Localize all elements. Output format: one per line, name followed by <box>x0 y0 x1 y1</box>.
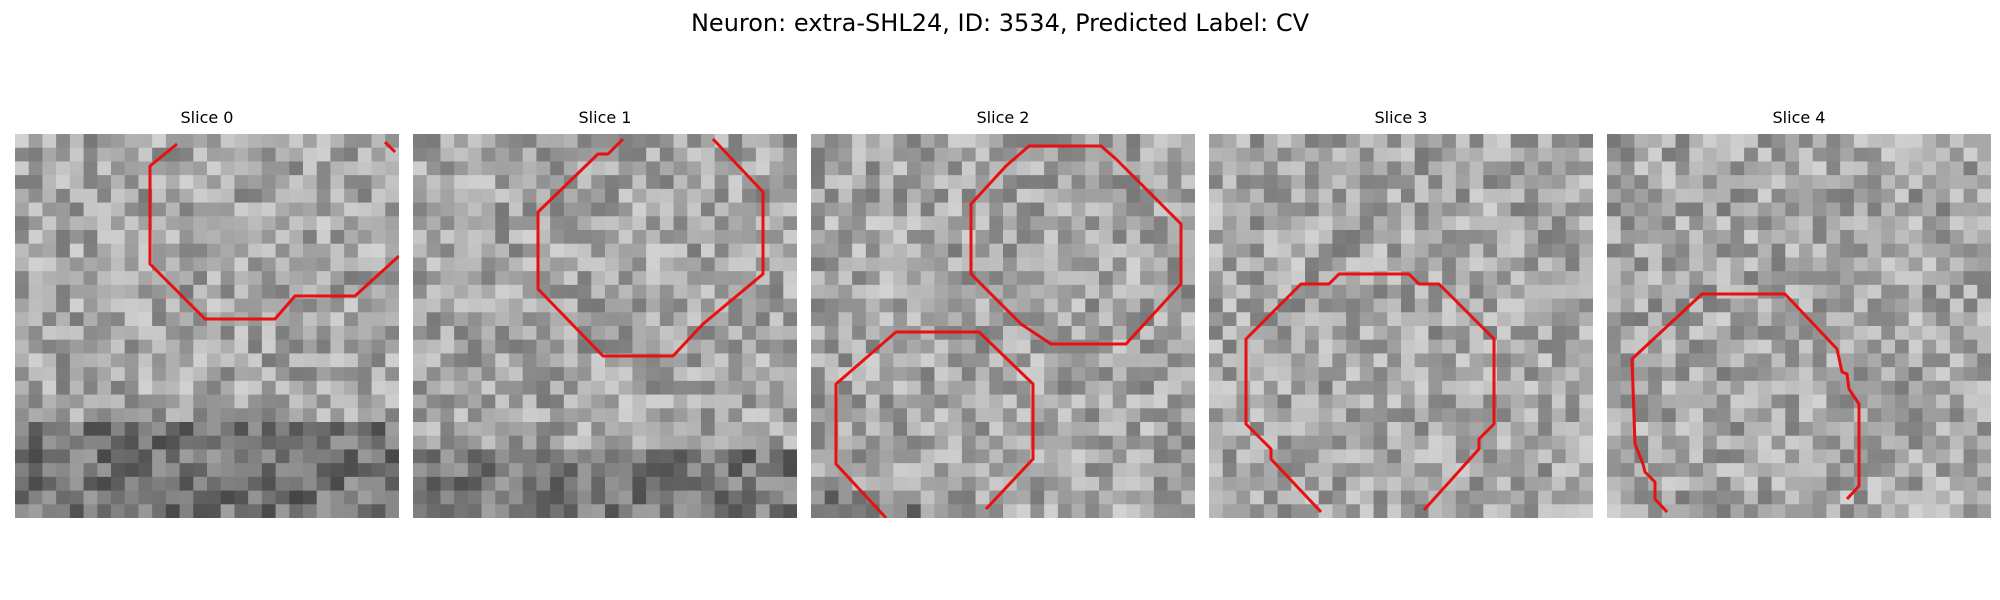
slice-image <box>15 134 399 518</box>
contour-outline <box>834 330 1035 518</box>
grayscale-pixel-grid <box>811 134 1195 518</box>
slice-title: Slice 4 <box>1772 108 1826 127</box>
slice-image <box>1209 134 1593 518</box>
slice-panel-1: Slice 1 <box>413 108 797 518</box>
contour-outline <box>1630 292 1861 514</box>
contour-outline <box>383 140 397 154</box>
grayscale-pixel-grid <box>15 134 399 518</box>
slice-title: Slice 0 <box>180 108 234 127</box>
slice-image <box>1607 134 1991 518</box>
contour-outline <box>1244 272 1496 514</box>
grayscale-pixel-grid <box>1209 134 1593 518</box>
contour-outline <box>969 144 1183 346</box>
grayscale-pixel-grid <box>1607 134 1991 518</box>
figure-title: Neuron: extra-SHL24, ID: 3534, Predicted… <box>690 9 1310 37</box>
slice-panel-4: Slice 4 <box>1607 108 1991 518</box>
contour-outline <box>536 137 765 358</box>
slice-image <box>811 134 1195 518</box>
slice-title: Slice 1 <box>578 108 632 127</box>
grayscale-pixel-grid <box>413 134 797 518</box>
slice-panel-3: Slice 3 <box>1209 108 1593 518</box>
contour-outline <box>148 142 399 321</box>
slice-panel-0: Slice 0 <box>15 108 399 518</box>
slice-image <box>413 134 797 518</box>
slice-title: Slice 2 <box>976 108 1030 127</box>
slice-panel-2: Slice 2 <box>811 108 1195 518</box>
slice-title: Slice 3 <box>1374 108 1428 127</box>
